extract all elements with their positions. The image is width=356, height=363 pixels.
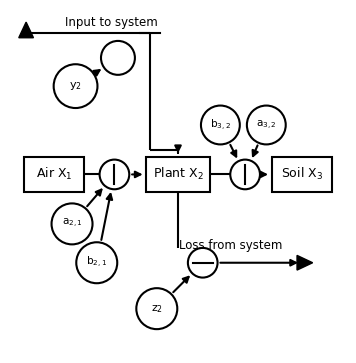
Text: Plant X$_2$: Plant X$_2$ xyxy=(153,166,203,183)
Text: Input to system: Input to system xyxy=(64,16,157,29)
Circle shape xyxy=(188,248,218,278)
Circle shape xyxy=(101,41,135,75)
Circle shape xyxy=(52,203,93,244)
Circle shape xyxy=(54,64,98,108)
FancyBboxPatch shape xyxy=(272,157,332,192)
Text: Loss from system: Loss from system xyxy=(179,238,283,252)
Polygon shape xyxy=(297,256,313,270)
Circle shape xyxy=(76,242,117,283)
Circle shape xyxy=(136,288,177,329)
Circle shape xyxy=(230,160,260,189)
Text: y$_2$: y$_2$ xyxy=(69,80,82,92)
Text: b$_{3,2}$: b$_{3,2}$ xyxy=(210,118,231,132)
Text: Soil X$_3$: Soil X$_3$ xyxy=(281,166,323,183)
Text: z$_2$: z$_2$ xyxy=(151,303,163,315)
Circle shape xyxy=(100,160,129,189)
Text: b$_{2,1}$: b$_{2,1}$ xyxy=(86,255,107,270)
FancyBboxPatch shape xyxy=(24,157,84,192)
Circle shape xyxy=(201,106,240,144)
FancyBboxPatch shape xyxy=(146,157,210,192)
Polygon shape xyxy=(19,22,33,38)
Text: a$_{3,2}$: a$_{3,2}$ xyxy=(256,118,277,131)
Text: a$_{2,1}$: a$_{2,1}$ xyxy=(62,217,83,231)
Circle shape xyxy=(247,106,286,144)
Text: Air X$_1$: Air X$_1$ xyxy=(36,166,73,183)
